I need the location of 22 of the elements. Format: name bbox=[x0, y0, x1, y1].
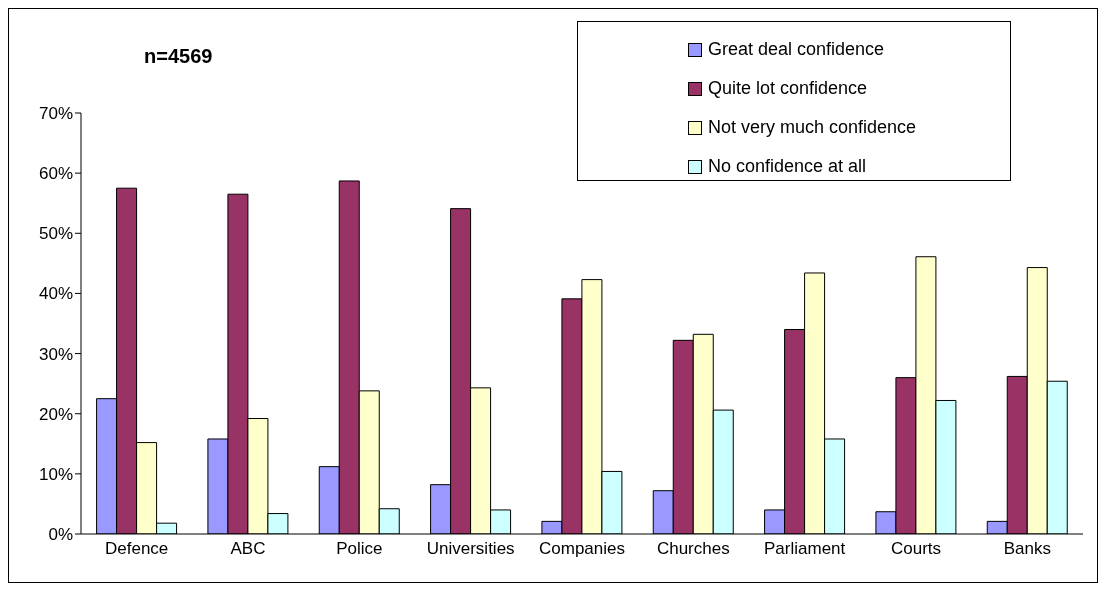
x-tick-label: Courts bbox=[890, 539, 942, 559]
y-tick-label: 10% bbox=[38, 464, 73, 484]
x-tick-label: Banks bbox=[1003, 539, 1051, 559]
x-tick-label: Defence bbox=[105, 539, 169, 559]
x-tick-label: Churches bbox=[656, 539, 730, 559]
legend-label: Quite lot confidence bbox=[708, 78, 868, 99]
legend-label: No confidence at all bbox=[708, 156, 867, 177]
x-tick-label: Companies bbox=[539, 539, 625, 559]
legend-label: Great deal confidence bbox=[708, 39, 885, 60]
y-tick-label: 20% bbox=[38, 404, 73, 424]
y-tick-label: 30% bbox=[38, 344, 73, 364]
y-tick-label: 50% bbox=[38, 224, 73, 244]
x-tick-label: Police bbox=[336, 539, 383, 559]
y-tick-label: 40% bbox=[38, 284, 73, 304]
x-tick-label: Parliament bbox=[764, 539, 846, 559]
y-tick-label: 70% bbox=[38, 104, 73, 124]
x-tick-label: ABC bbox=[230, 539, 266, 559]
y-tick-label: 0% bbox=[48, 525, 73, 545]
y-tick-label: 60% bbox=[38, 164, 73, 184]
text: n=4569 bbox=[144, 45, 213, 68]
x-tick-label: Universities bbox=[426, 539, 515, 559]
legend-label: Not very much confidence bbox=[708, 117, 917, 138]
